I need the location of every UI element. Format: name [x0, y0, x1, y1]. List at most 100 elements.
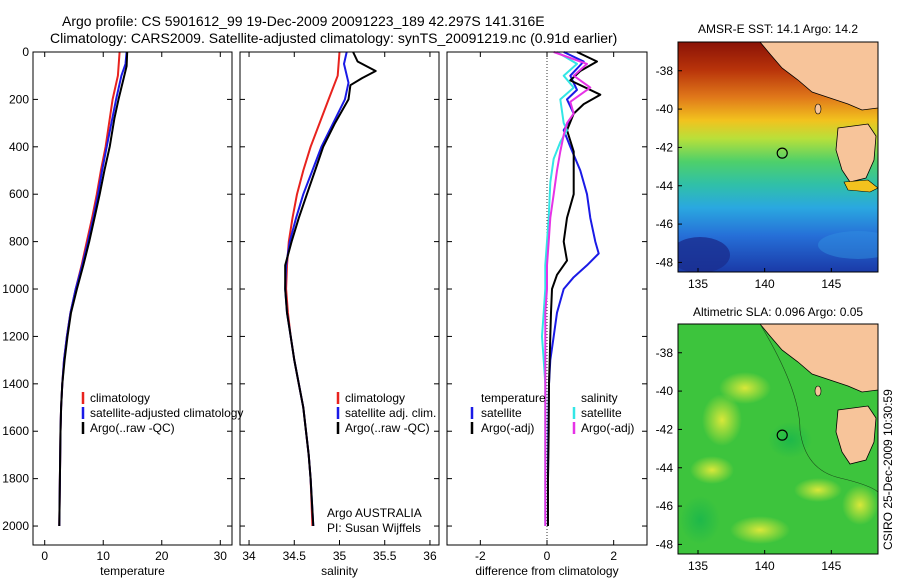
sla-map-axes: 135 140 145 -38 -40 -42 -44 -46 -48 — [656, 346, 842, 573]
map-y-tick-label: -44 — [656, 179, 674, 193]
map-x-tick-label: 145 — [821, 559, 841, 573]
king-island-shape — [814, 103, 822, 115]
temperature-legend: climatology satellite-adjusted climatolo… — [81, 391, 243, 435]
map-y-tick-label: -48 — [656, 537, 674, 551]
sst-cool-patch — [818, 231, 878, 259]
figure-title-line1: Argo profile: CS 5901612_99 19-Dec-2009 … — [62, 13, 545, 29]
timestamp-side-label: CSIRO 25-Dec-2009 10:30:59 — [881, 389, 895, 550]
argo-pi-annotation: PI: Susan Wijffels — [327, 521, 421, 535]
map-x-tick-label: 135 — [688, 559, 708, 573]
legend-label-argo: Argo(..raw -QC) — [345, 421, 430, 435]
difference-legend: temperature satellite Argo(-adj) salinit… — [470, 391, 634, 435]
map-x-tick-label: 140 — [755, 277, 775, 291]
x-tick-label: -2 — [475, 549, 486, 563]
sst-map-title: AMSR-E SST: 14.1 Argo: 14.2 — [698, 22, 858, 36]
x-tick-label: 2 — [610, 549, 617, 563]
map-x-tick-label: 140 — [755, 559, 775, 573]
salinity-profile-panel: 34 34.5 35 35.5 36 salinity — [239, 51, 440, 578]
series-line-satellite-adjusted-climatology — [58, 51, 128, 527]
tasmania-shape — [835, 405, 877, 465]
map-x-tick-label: 145 — [821, 277, 841, 291]
sla-high-anomaly — [730, 516, 790, 544]
map-y-tick-label: -40 — [656, 102, 674, 116]
sla-low-anomaly — [680, 496, 720, 544]
y-tick-label: 200 — [9, 92, 29, 106]
legend-label-satellite-adj: satellite adj. clim. — [345, 406, 436, 420]
y-tick-label: 0 — [22, 45, 29, 59]
map-y-tick-label: -44 — [656, 461, 674, 475]
y-tick-label: 600 — [9, 187, 29, 201]
plot-frame — [32, 51, 233, 546]
sla-high-anomaly — [702, 394, 742, 446]
map-y-tick-label: -40 — [656, 384, 674, 398]
x-tick-label: 34.5 — [283, 549, 307, 563]
tasmania-shape — [835, 123, 877, 183]
map-y-tick-label: -48 — [656, 255, 674, 269]
sst-map-frame — [677, 41, 879, 273]
y-tick-label: 1600 — [2, 424, 29, 438]
argo-program-annotation: Argo AUSTRALIA — [327, 506, 422, 520]
y-tick-label: 1200 — [2, 329, 29, 343]
x-tick-label: 20 — [155, 549, 169, 563]
king-island-shape — [814, 385, 822, 397]
sla-high-anomaly — [794, 478, 842, 502]
series-line-argo-raw-qc — [58, 51, 129, 527]
mainland-australia-shape — [759, 324, 878, 393]
sla-map-frame — [677, 323, 879, 555]
series-line-temperature-satellite — [547, 51, 600, 526]
sst-cold-patch — [678, 237, 730, 272]
x-tick-label: 10 — [97, 549, 111, 563]
map-y-tick-label: -46 — [656, 217, 674, 231]
legend-heading-salinity: salinity — [581, 391, 618, 405]
mainland-australia-shape — [759, 42, 878, 111]
y-tick-label: 1000 — [2, 282, 29, 296]
map-y-tick-label: -46 — [656, 499, 674, 513]
argo-float-marker — [776, 147, 788, 159]
sla-low-anomaly — [768, 422, 812, 458]
x-tick-label: 36 — [423, 549, 437, 563]
sla-map-title: Altimetric SLA: 0.096 Argo: 0.05 — [693, 305, 863, 319]
x-axis-label: salinity — [321, 564, 358, 578]
x-tick-label: 35 — [333, 549, 347, 563]
legend-label-temperature-argo: Argo(-adj) — [481, 421, 534, 435]
sst-map-axes: 135 140 145 -38 -40 -42 -44 -46 -48 — [656, 64, 842, 291]
x-axis-label: difference from climatology — [475, 564, 618, 578]
series-line-satellite-adj-clim — [284, 51, 350, 527]
x-tick-label: 30 — [214, 549, 228, 563]
salinity-legend: climatology satellite adj. clim. Argo(..… — [336, 391, 436, 435]
sla-high-anomaly — [719, 372, 771, 404]
y-tick-label: 2000 — [2, 519, 29, 533]
map-y-tick-label: -38 — [656, 346, 674, 360]
x-tick-label: 34 — [242, 549, 256, 563]
legend-label-satellite-adjusted: satellite-adjusted climatology — [90, 406, 243, 420]
y-tick-label: 400 — [9, 140, 29, 154]
y-tick-label: 800 — [9, 235, 29, 249]
y-tick-label: 1400 — [2, 377, 29, 391]
map-y-tick-label: -42 — [656, 140, 674, 154]
sla-high-anomaly — [690, 456, 734, 484]
temperature-profile-panel: 0 200 400 600 800 1000 1200 1400 1600 1800 2000 0 10… — [2, 45, 233, 578]
legend-label-salinity-argo: Argo(-adj) — [581, 421, 634, 435]
sst-map — [678, 42, 878, 272]
series-line-climatology — [285, 51, 341, 527]
legend-label-temperature-satellite: satellite — [481, 406, 522, 420]
legend-label-salinity-satellite: satellite — [581, 406, 622, 420]
legend-label-climatology: climatology — [345, 391, 405, 405]
shelf-break-contour — [759, 324, 878, 493]
figure-title-line2: Climatology: CARS2009. Satellite-adjuste… — [50, 30, 617, 46]
tasmania-shelf-shape — [843, 179, 878, 193]
sla-high-anomaly — [842, 485, 878, 525]
legend-label-argo: Argo(..raw -QC) — [90, 421, 175, 435]
sla-map — [678, 324, 878, 554]
y-tick-label: 1800 — [2, 472, 29, 486]
plot-frame — [239, 51, 440, 546]
legend-heading-temperature: temperature — [481, 391, 546, 405]
map-x-tick-label: 135 — [688, 277, 708, 291]
series-line-salinity-argo-adj — [544, 51, 592, 526]
legend-label-climatology: climatology — [90, 391, 150, 405]
x-tick-label: 0 — [544, 549, 551, 563]
argo-float-marker — [776, 429, 788, 441]
map-y-tick-label: -38 — [656, 64, 674, 78]
series-line-temperature-argo-adj — [547, 51, 602, 526]
